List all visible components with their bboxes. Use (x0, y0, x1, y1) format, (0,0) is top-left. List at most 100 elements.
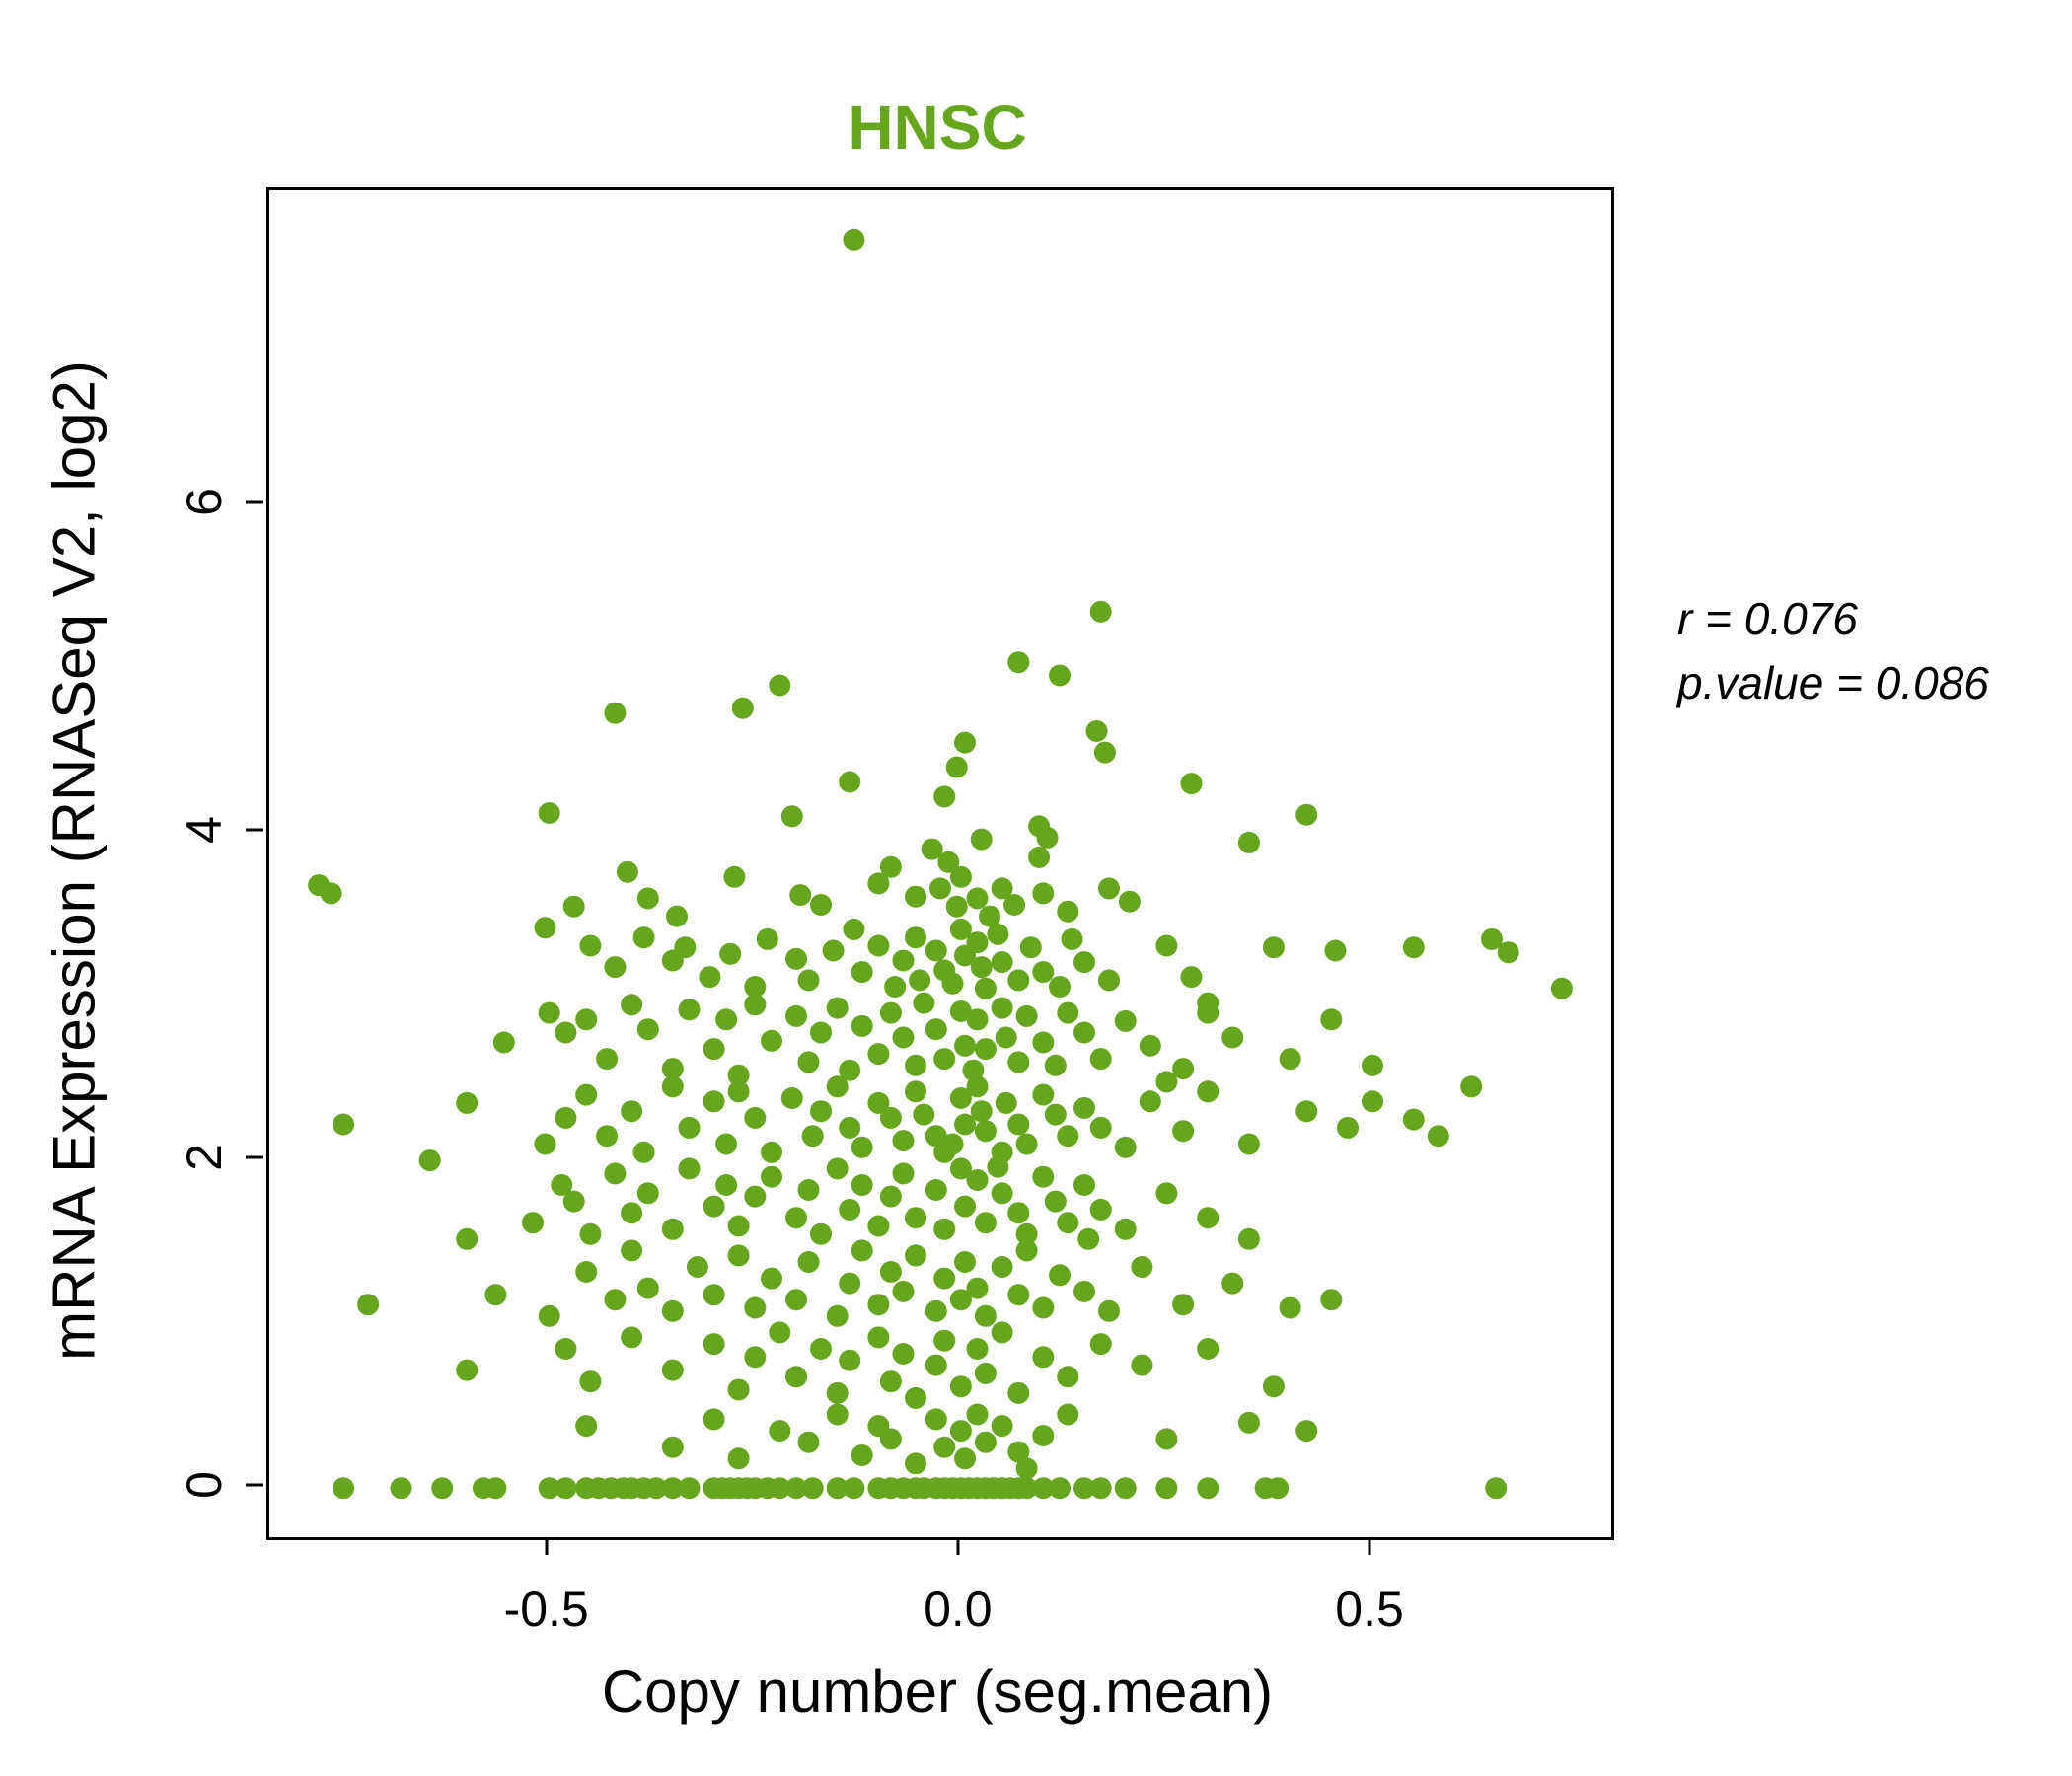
data-point (966, 1277, 989, 1299)
data-point (1049, 1477, 1071, 1500)
data-point (1032, 1346, 1055, 1369)
data-point (1032, 1296, 1055, 1319)
data-point (744, 976, 767, 998)
data-point (879, 855, 902, 878)
data-point (810, 1021, 832, 1044)
data-point (966, 1403, 989, 1426)
data-point (1098, 969, 1120, 992)
data-point (575, 1083, 598, 1106)
data-point (1093, 741, 1116, 764)
data-point (1295, 1420, 1318, 1443)
data-point (954, 1447, 976, 1470)
data-point (727, 1447, 750, 1470)
data-point (925, 1179, 947, 1201)
data-point (715, 1133, 738, 1155)
data-point (715, 1174, 738, 1196)
data-point (797, 1431, 820, 1453)
data-point (596, 1048, 619, 1071)
data-point (575, 1415, 598, 1438)
data-point (727, 1244, 750, 1267)
plot-title: HNSC (848, 92, 1027, 163)
data-point (1114, 1477, 1137, 1500)
data-point (534, 917, 556, 939)
y-tick-label: 0 (177, 1471, 232, 1500)
data-point (905, 1244, 926, 1267)
data-point (333, 1113, 355, 1136)
data-point (797, 1179, 820, 1201)
data-point (966, 1338, 989, 1360)
data-point (1015, 1239, 1038, 1262)
data-point (851, 1136, 873, 1158)
data-point (1015, 1133, 1038, 1155)
data-point (678, 999, 701, 1021)
data-point (744, 1185, 767, 1208)
data-point (913, 992, 935, 1014)
data-point (604, 956, 627, 979)
data-point (991, 997, 1013, 1019)
data-point (727, 1378, 750, 1401)
data-point (756, 927, 778, 950)
data-point (1003, 894, 1026, 916)
data-point (1172, 1120, 1195, 1143)
data-point (1155, 1071, 1178, 1093)
data-point (1114, 1136, 1137, 1158)
data-point (761, 1267, 782, 1290)
data-point (905, 1207, 926, 1229)
data-point (797, 969, 820, 992)
data-point (678, 1477, 701, 1500)
data-point (636, 1182, 659, 1205)
data-point (1073, 1280, 1095, 1302)
y-tick-mark (246, 1483, 263, 1487)
data-point (555, 1106, 577, 1129)
data-point (632, 926, 655, 949)
data-point (1262, 1375, 1285, 1398)
data-point (1073, 1021, 1095, 1044)
data-point (879, 1261, 902, 1283)
data-point (1118, 890, 1141, 913)
data-point (1049, 664, 1071, 687)
data-point (1032, 1031, 1055, 1054)
data-point (661, 1436, 684, 1458)
data-point (933, 1218, 956, 1240)
data-point (1049, 1264, 1071, 1287)
data-point (1089, 1477, 1112, 1500)
data-point (1279, 1048, 1301, 1071)
data-point (1007, 1051, 1030, 1073)
data-point (826, 1403, 849, 1426)
data-point (892, 1343, 915, 1365)
data-point (703, 1195, 725, 1218)
data-point (1089, 600, 1112, 623)
data-point (674, 936, 697, 959)
data-point (905, 926, 926, 949)
data-point (1279, 1296, 1301, 1319)
data-point (769, 674, 791, 697)
x-tick-mark (545, 1537, 549, 1555)
data-point (390, 1477, 412, 1500)
data-point (538, 1001, 560, 1024)
data-point (1098, 1299, 1120, 1322)
data-point (1089, 1198, 1112, 1221)
data-point (826, 1381, 849, 1404)
data-point (1460, 1075, 1483, 1098)
data-point (810, 1100, 832, 1123)
data-point (991, 1415, 1013, 1438)
data-point (810, 894, 832, 916)
data-point (666, 905, 688, 927)
data-point (621, 1326, 643, 1349)
data-point (1015, 1004, 1038, 1027)
data-point (954, 1034, 976, 1057)
data-point (974, 1120, 997, 1143)
data-point (538, 1304, 560, 1327)
data-point (1180, 966, 1203, 989)
data-point (909, 969, 931, 992)
data-point (933, 785, 956, 808)
data-point (744, 1346, 767, 1369)
data-point (761, 1141, 782, 1163)
data-point (1131, 1256, 1153, 1278)
data-point (661, 1359, 684, 1381)
data-point (1221, 1272, 1244, 1295)
data-point (1295, 1100, 1318, 1123)
data-point (925, 1125, 947, 1147)
data-point (941, 1133, 964, 1155)
data-point (785, 1477, 807, 1500)
